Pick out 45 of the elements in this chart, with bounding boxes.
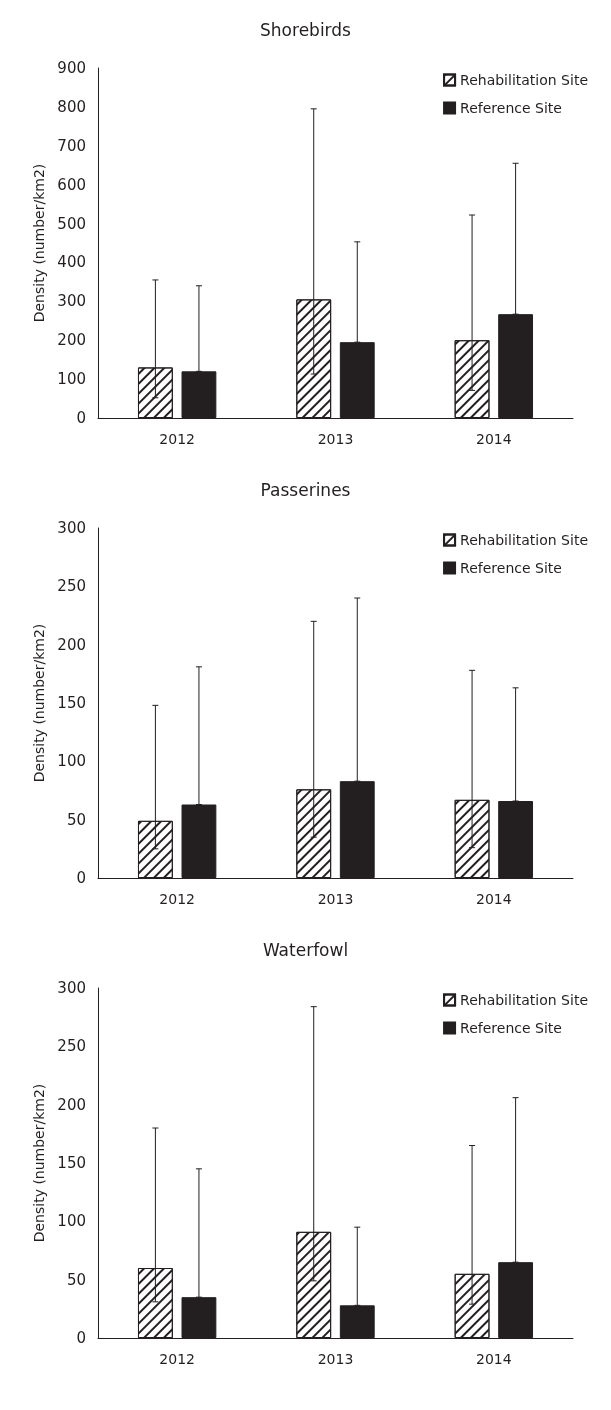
y-tick-label: 600	[57, 175, 86, 194]
y-tick-label: 150	[57, 1154, 86, 1172]
chart-title: Waterfowl	[262, 939, 349, 960]
y-tick-label: 200	[57, 331, 86, 350]
y-tick-label: 0	[76, 409, 86, 427]
legend-label: Rehabilitation Site	[460, 992, 588, 1008]
y-tick-label: 50	[66, 810, 86, 829]
x-tick-label: 2013	[317, 431, 354, 447]
x-tick-label: 2013	[317, 1351, 354, 1367]
chart-title: Passerines	[260, 479, 351, 500]
x-tick-label: 2014	[476, 891, 512, 907]
y-tick-label: 500	[57, 214, 86, 233]
y-tick-label: 100	[57, 370, 86, 389]
y-tick-label: 250	[57, 577, 86, 596]
y-tick-label: 300	[57, 292, 86, 311]
y-tick-label: 400	[57, 253, 86, 272]
legend-label: Reference Site	[460, 100, 562, 116]
x-tick-label: 2012	[159, 891, 195, 907]
y-tick-label: 700	[57, 136, 86, 155]
y-tick-label: 50	[66, 1270, 86, 1289]
x-tick-label: 2013	[317, 891, 354, 907]
y-axis-title: Density (number/km2)	[31, 1083, 47, 1243]
y-tick-label: 900	[57, 59, 86, 77]
y-tick-label: 100	[57, 1212, 86, 1231]
y-tick-label: 800	[57, 97, 86, 116]
y-tick-label: 150	[57, 694, 86, 712]
y-tick-label: 250	[57, 1037, 86, 1056]
y-tick-label: 200	[57, 635, 86, 654]
legend-label: Reference Site	[460, 560, 562, 576]
y-tick-label: 300	[57, 979, 86, 997]
y-tick-label: 300	[57, 519, 86, 537]
y-axis-title: Density (number/km2)	[31, 163, 47, 323]
y-axis-title: Density (number/km2)	[31, 623, 47, 783]
y-tick-label: 0	[76, 869, 86, 887]
y-tick-label: 0	[76, 1329, 86, 1347]
x-tick-label: 2012	[159, 431, 195, 447]
x-tick-label: 2014	[476, 431, 512, 447]
x-tick-label: 2012	[159, 1351, 195, 1367]
y-tick-label: 100	[57, 752, 86, 771]
legend-label: Reference Site	[460, 1020, 562, 1036]
chart-title: Shorebirds	[260, 19, 352, 40]
x-tick-label: 2014	[476, 1351, 512, 1367]
legend-label: Rehabilitation Site	[460, 532, 588, 548]
y-tick-label: 200	[57, 1095, 86, 1114]
legend-label: Rehabilitation Site	[460, 72, 588, 88]
